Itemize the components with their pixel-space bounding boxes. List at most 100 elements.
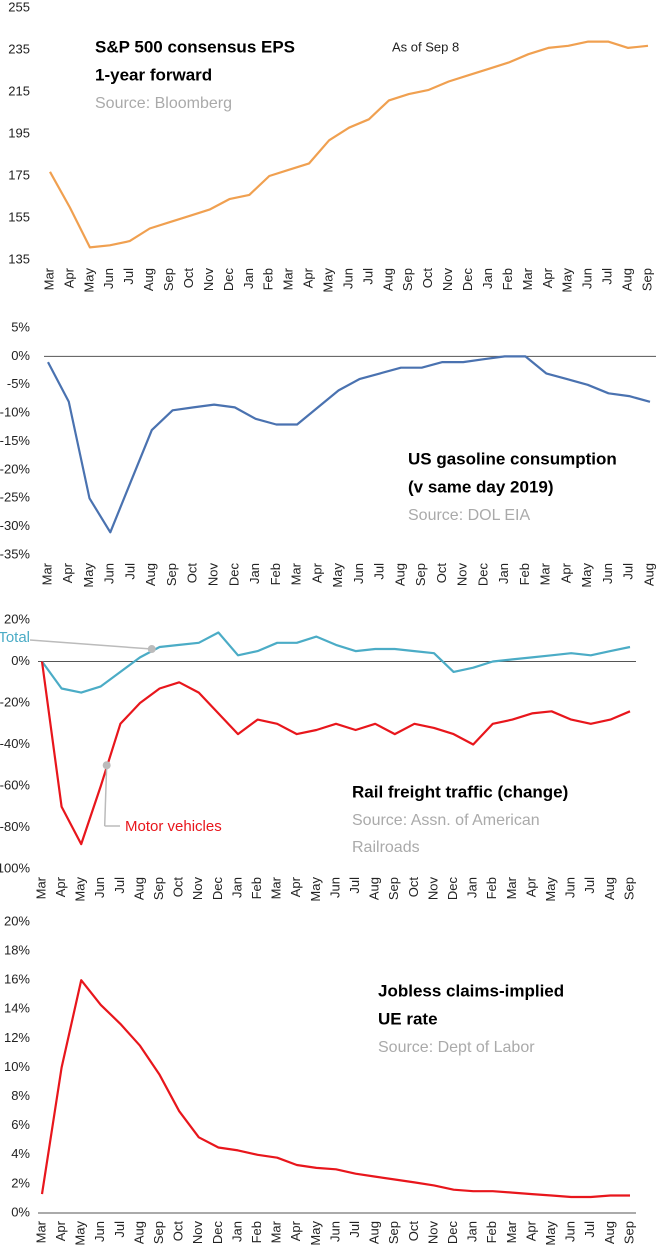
leader-line <box>103 765 108 827</box>
y-tick-label: 8% <box>11 1088 30 1103</box>
x-tick-label: May <box>308 877 323 902</box>
y-tick-label: -100% <box>0 860 30 875</box>
x-tick-label: Mar <box>520 267 535 290</box>
y-tick-label: 4% <box>11 1146 30 1161</box>
x-tick-label: Mar <box>269 1220 284 1243</box>
x-tick-label: May <box>308 1221 323 1246</box>
x-tick-label: Jan <box>480 268 495 289</box>
x-tick-label: Jun <box>101 268 116 289</box>
chart-source: Railroads <box>352 839 420 856</box>
y-tick-label: 5% <box>11 319 30 334</box>
x-tick-label: Apr <box>309 562 324 583</box>
x-tick-label: Oct <box>171 1221 186 1242</box>
chart-title: Rail freight traffic (change) <box>352 782 568 801</box>
y-tick-label: 195 <box>8 125 30 140</box>
annotation: As of Sep 8 <box>392 39 459 54</box>
chart-source: Source: Bloomberg <box>95 95 232 112</box>
y-tick-label: -5% <box>7 376 31 391</box>
y-tick-label: 18% <box>4 943 30 958</box>
x-tick-label: Feb <box>249 1221 264 1243</box>
x-tick-label: Jan <box>241 268 256 289</box>
x-tick-label: Mar <box>281 267 296 290</box>
data-line <box>40 979 630 1199</box>
x-tick-label: Nov <box>425 1221 440 1245</box>
x-tick-label: Sep <box>151 877 166 900</box>
x-tick-label: Jun <box>92 877 107 898</box>
x-tick-label: Dec <box>210 877 225 901</box>
x-tick-label: May <box>330 563 345 588</box>
x-tick-label: May <box>321 268 336 293</box>
series-label: Total <box>0 629 30 646</box>
x-tick-label: Dec <box>460 268 475 292</box>
chart-source: Source: DOL EIA <box>408 507 530 524</box>
x-tick-label: Sep <box>621 877 636 900</box>
y-tick-label: -25% <box>0 490 30 505</box>
x-tick-label: Jul <box>347 1221 362 1238</box>
x-tick-label: Jun <box>351 563 366 584</box>
x-tick-label: Oct <box>406 877 421 898</box>
y-tick-label: 215 <box>8 83 30 98</box>
x-tick-label: Sep <box>386 1221 401 1244</box>
x-tick-label: Mar <box>41 267 56 290</box>
x-tick-label: Apr <box>53 1220 68 1241</box>
y-tick-label: -20% <box>0 694 30 709</box>
x-tick-label: Aug <box>620 268 635 291</box>
y-tick-label: 255 <box>8 0 30 14</box>
chart-title: S&P 500 consensus EPS <box>95 37 295 56</box>
y-tick-label: 0% <box>11 348 30 363</box>
x-tick-label: Mar <box>504 876 519 899</box>
data-line <box>41 631 631 694</box>
x-tick-label: May <box>543 1221 558 1246</box>
x-tick-label: Jan <box>229 877 244 898</box>
x-tick-label: Jun <box>600 563 615 584</box>
y-tick-label: -15% <box>0 433 30 448</box>
x-tick-label: Apr <box>523 1220 538 1241</box>
y-tick-label: 135 <box>8 251 30 266</box>
x-tick-label: Jun <box>340 268 355 289</box>
y-tick-label: 20% <box>4 913 30 928</box>
x-tick-label: Nov <box>201 268 216 292</box>
x-tick-label: Aug <box>602 1221 617 1244</box>
x-tick-label: Apr <box>53 876 68 897</box>
x-tick-label: Jul <box>582 877 597 894</box>
y-tick-label: 0% <box>11 653 30 668</box>
x-tick-label: Apr <box>523 876 538 897</box>
x-tick-label: Apr <box>540 267 555 288</box>
x-tick-label: Dec <box>445 1221 460 1245</box>
x-tick-label: Oct <box>181 268 196 289</box>
x-tick-label: May <box>543 877 558 902</box>
x-tick-label: Nov <box>190 877 205 901</box>
x-tick-label: Feb <box>249 877 264 899</box>
x-tick-label: Dec <box>226 563 241 587</box>
x-tick-label: Feb <box>500 268 515 290</box>
y-tick-label: -20% <box>0 461 30 476</box>
x-tick-label: Jan <box>465 1221 480 1242</box>
x-tick-label: May <box>560 268 575 293</box>
x-tick-label: Aug <box>602 877 617 900</box>
x-tick-label: Sep <box>161 268 176 291</box>
y-tick-label: 2% <box>11 1175 30 1190</box>
x-tick-label: Jul <box>372 563 387 580</box>
x-tick-label: Jul <box>582 1221 597 1238</box>
x-tick-label: Jan <box>496 563 511 584</box>
x-tick-label: Oct <box>420 268 435 289</box>
x-tick-label: Jan <box>229 1221 244 1242</box>
x-tick-label: Aug <box>131 1221 146 1244</box>
x-tick-label: Jul <box>112 1221 127 1238</box>
y-tick-label: 12% <box>4 1030 30 1045</box>
data-line <box>47 355 651 534</box>
x-tick-label: Sep <box>400 268 415 291</box>
x-tick-label: Nov <box>190 1221 205 1245</box>
x-tick-label: Mar <box>33 1220 48 1243</box>
y-tick-label: 235 <box>8 41 30 56</box>
x-tick-label: Sep <box>164 563 179 586</box>
y-tick-label: 14% <box>4 1001 30 1016</box>
x-tick-label: Feb <box>261 268 276 290</box>
x-tick-label: Mar <box>33 876 48 899</box>
x-tick-label: Oct <box>185 563 200 584</box>
y-tick-label: 20% <box>4 611 30 626</box>
x-tick-label: Jul <box>600 268 615 285</box>
x-tick-label: Sep <box>639 268 654 291</box>
x-tick-label: Nov <box>425 877 440 901</box>
